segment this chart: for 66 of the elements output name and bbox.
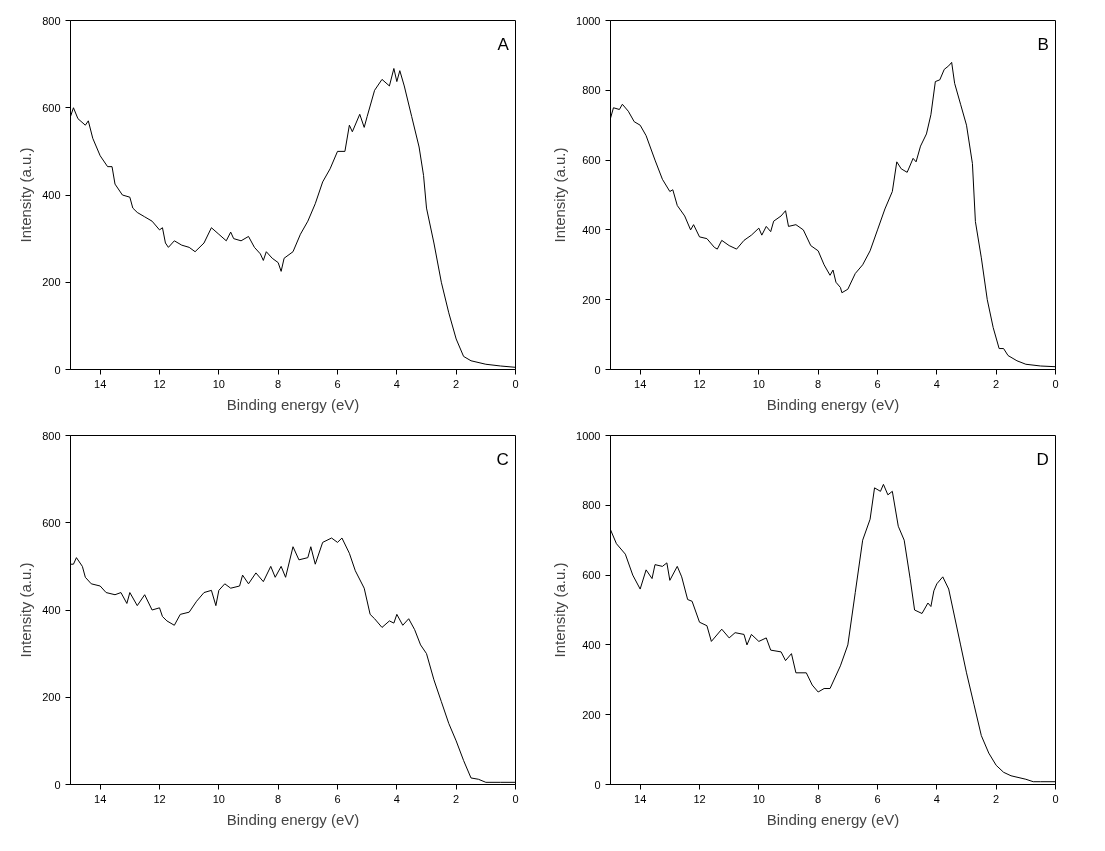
x-tick-label: 2 (993, 377, 1000, 390)
x-tick-label: 14 (94, 377, 107, 390)
x-tick-label: 4 (393, 792, 400, 805)
x-tick-label: 0 (512, 792, 519, 805)
x-tick-label: 10 (752, 792, 765, 805)
y-tick-label: 200 (582, 708, 601, 721)
x-tick-label: 10 (212, 792, 225, 805)
y-tick-label: 1000 (576, 429, 601, 442)
y-axis-title: Intensity (a.u.) (551, 147, 569, 243)
x-tick-label: 4 (933, 377, 940, 390)
annotation: A (497, 35, 510, 55)
x-tick-label: 0 (512, 377, 519, 390)
y-tick-label: 0 (594, 778, 601, 791)
x-tick-label: 2 (453, 377, 460, 390)
y-axis-title: Intensity (a.u.) (551, 562, 569, 658)
x-tick-label: 14 (94, 792, 107, 805)
y-tick-label: 600 (42, 516, 61, 529)
x-axis-title: Binding energy (eV) (766, 395, 900, 413)
y-tick-label: 600 (582, 154, 601, 167)
x-tick-label: 6 (874, 792, 881, 805)
y-axis-title: Intensity (a.u.) (17, 147, 35, 243)
y-tick-label: 400 (582, 223, 601, 236)
y-tick-label: 1000 (576, 14, 601, 27)
x-tick-label: 2 (453, 792, 460, 805)
x-axis-title: Binding energy (eV) (226, 810, 360, 828)
y-tick-label: 200 (42, 691, 61, 704)
x-tick-label: 12 (693, 792, 706, 805)
y-tick-label: 800 (582, 499, 601, 512)
x-tick-label: 8 (815, 792, 822, 805)
x-tick-label: 4 (393, 377, 400, 390)
x-tick-label: 8 (275, 377, 282, 390)
y-tick-label: 0 (594, 363, 601, 376)
y-tick-label: 400 (42, 604, 61, 616)
y-tick-label: 800 (582, 84, 601, 97)
x-tick-label: 8 (815, 377, 822, 390)
x-tick-label: 8 (275, 792, 282, 805)
x-tick-label: 6 (874, 377, 881, 390)
y-axis-title: Intensity (a.u.) (17, 562, 35, 658)
x-axis-title: Binding energy (eV) (226, 395, 360, 413)
y-tick-label: 0 (54, 778, 61, 791)
y-tick-label: 400 (582, 638, 601, 651)
y-tick-label: 800 (42, 14, 61, 27)
y-tick-label: 800 (42, 429, 61, 442)
x-tick-label: 12 (693, 377, 706, 390)
x-tick-label: 0 (1052, 792, 1059, 805)
y-tick-label: 400 (42, 189, 61, 201)
x-tick-label: 14 (634, 377, 647, 390)
x-tick-label: 14 (634, 792, 647, 805)
annotation: C (496, 450, 509, 470)
y-tick-label: 200 (582, 293, 601, 306)
y-tick-label: 600 (42, 101, 61, 114)
y-tick-label: 0 (54, 363, 61, 376)
x-tick-label: 6 (334, 792, 341, 805)
x-tick-label: 10 (752, 377, 765, 390)
y-tick-label: 200 (42, 276, 61, 289)
x-tick-label: 6 (334, 377, 341, 390)
x-tick-label: 12 (153, 377, 166, 390)
x-tick-label: 2 (993, 792, 1000, 805)
x-tick-label: 4 (933, 792, 940, 805)
x-tick-label: 10 (212, 377, 225, 390)
annotation: D (1036, 450, 1049, 470)
y-tick-label: 600 (582, 569, 601, 582)
annotation: B (1037, 35, 1049, 55)
x-tick-label: 12 (153, 792, 166, 805)
x-tick-label: 0 (1052, 377, 1059, 390)
x-axis-title: Binding energy (eV) (766, 810, 900, 828)
